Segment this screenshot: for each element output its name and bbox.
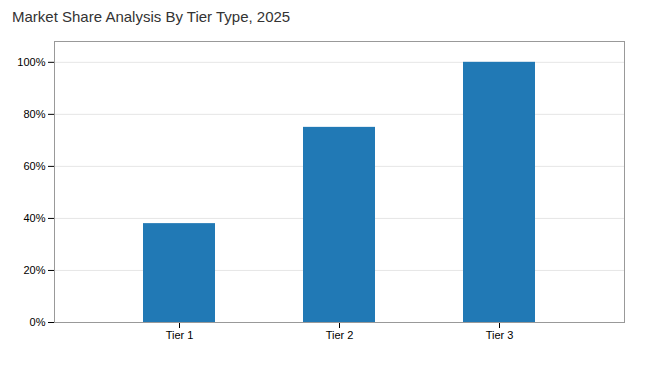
svg-text:20%: 20% [23, 264, 45, 276]
svg-text:Tier 3: Tier 3 [486, 329, 514, 341]
svg-text:80%: 80% [23, 108, 45, 120]
svg-text:0%: 0% [30, 316, 46, 328]
svg-text:Tier 2: Tier 2 [326, 329, 354, 341]
svg-text:100%: 100% [17, 56, 45, 68]
svg-text:40%: 40% [23, 212, 45, 224]
svg-text:60%: 60% [23, 160, 45, 172]
svg-text:Tier 1: Tier 1 [166, 329, 194, 341]
html-text:Market Share Analysis By Tier: Market Share Analysis By Tier Type, 2025 [12, 8, 291, 25]
